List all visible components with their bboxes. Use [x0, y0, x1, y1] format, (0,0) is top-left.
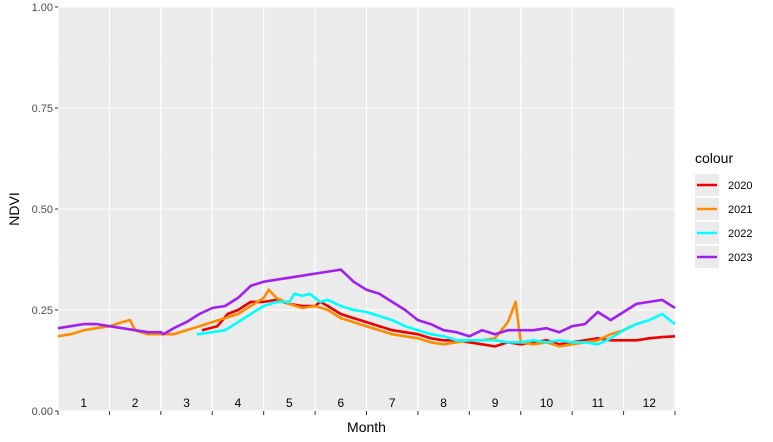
y-tick-label: 0.75: [32, 103, 53, 115]
series-line-2023: [57, 268, 676, 338]
month-label: 2: [132, 396, 139, 410]
month-labels: 1 2 3 4 5 6 7 8 9 10 11 12: [80, 396, 656, 410]
y-axis: 0.00 0.25 0.50 0.75 1.00: [32, 2, 58, 418]
y-tick-label: 0.50: [32, 204, 53, 216]
month-label: 6: [337, 396, 344, 410]
legend-title: colour: [695, 150, 733, 166]
month-label: 3: [183, 396, 190, 410]
legend-label-2023: 2023: [728, 252, 752, 264]
y-axis-title: NDVI: [6, 192, 22, 225]
x-axis-title: Month: [347, 419, 386, 435]
month-label: 5: [286, 396, 293, 410]
month-label: 4: [235, 396, 242, 410]
y-tick-label: 0.25: [32, 305, 53, 317]
legend-label-2022: 2022: [728, 228, 752, 240]
legend: colour 2020 2021 2022 2023: [695, 150, 752, 268]
month-label: 7: [389, 396, 396, 410]
series-lines: [57, 268, 676, 348]
month-label: 9: [492, 396, 499, 410]
legend-label-2021: 2021: [728, 204, 752, 216]
month-label: 10: [540, 396, 554, 410]
series-line-2021: [57, 288, 632, 348]
x-axis: [57, 411, 676, 415]
month-label: 8: [440, 396, 447, 410]
y-tick-label: 0.00: [32, 406, 53, 418]
month-label: 12: [643, 396, 657, 410]
month-label: 11: [592, 396, 605, 410]
series-line-2022: [196, 292, 676, 346]
y-tick-label: 1.00: [32, 2, 53, 14]
legend-label-2020: 2020: [728, 180, 752, 192]
month-label: 1: [80, 396, 87, 410]
